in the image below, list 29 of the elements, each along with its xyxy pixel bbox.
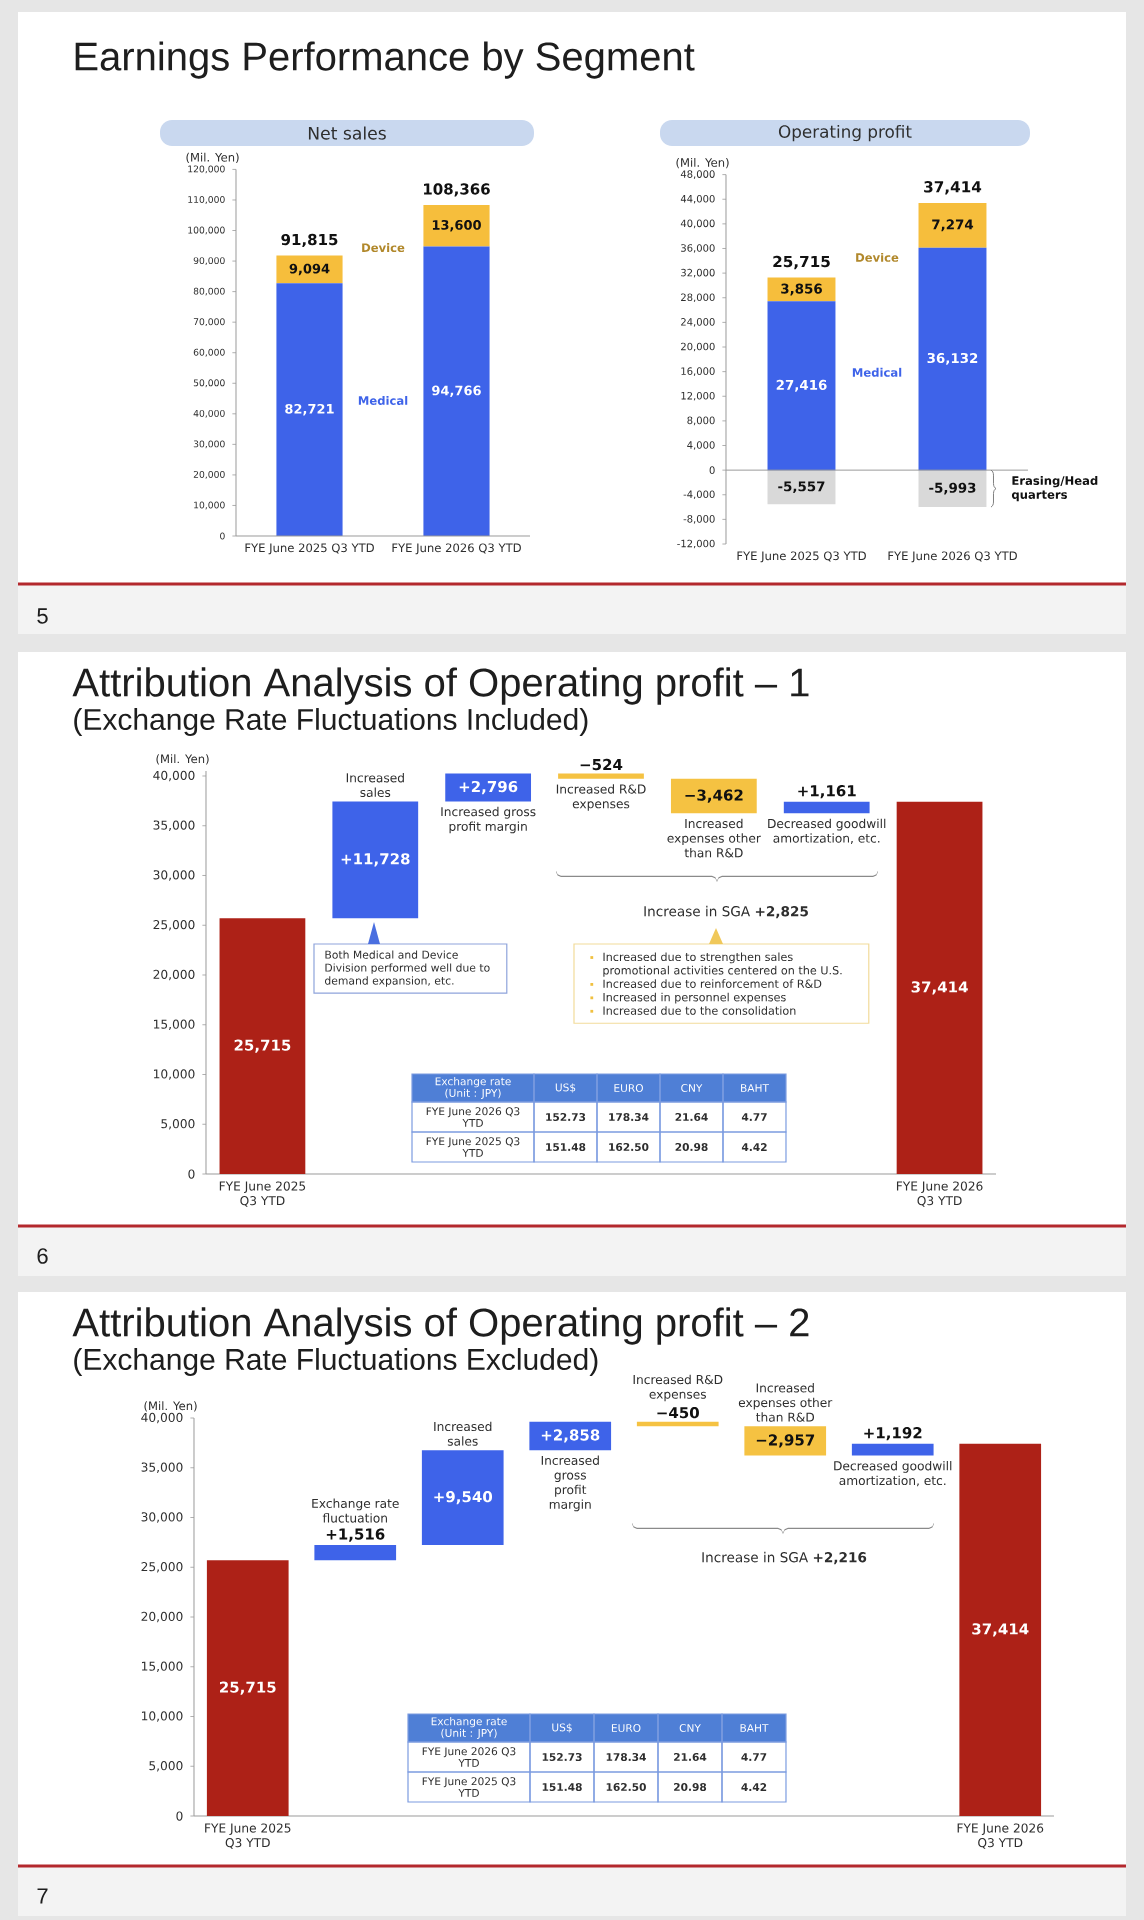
bar	[219, 918, 306, 1175]
chart-subtitle: (Exchange Rate Fluctuations Included)	[74, 708, 588, 736]
bar	[918, 247, 987, 471]
text: 6	[37, 1248, 48, 1264]
bar	[558, 773, 644, 779]
chart-subtitle: (Exchange Rate Fluctuations Excluded)	[74, 1348, 598, 1376]
bar	[423, 204, 490, 247]
bar	[851, 1443, 934, 1456]
text: Earnings Performance by Segment	[75, 41, 695, 79]
bar	[670, 778, 757, 814]
bar	[918, 202, 987, 248]
chart-title: Net sales	[308, 126, 386, 140]
text: 7	[37, 1888, 48, 1904]
chart-title: Attribution Analysis of Operating profit – 1	[72, 667, 809, 705]
bar	[896, 801, 983, 1175]
bar	[276, 283, 343, 537]
bar	[767, 301, 836, 471]
bar	[206, 1560, 289, 1816]
bar	[332, 801, 419, 919]
chart-title: Attribution Analysis of Operating profit – 2	[72, 1307, 809, 1345]
bar	[744, 1426, 827, 1456]
bar	[636, 1421, 719, 1427]
bar	[959, 1443, 1042, 1816]
chart-title: Operating profit	[778, 124, 912, 142]
bar	[314, 1545, 397, 1561]
text: 5	[37, 608, 48, 624]
bar	[783, 801, 870, 814]
bar	[423, 246, 490, 537]
bar	[421, 1450, 504, 1546]
